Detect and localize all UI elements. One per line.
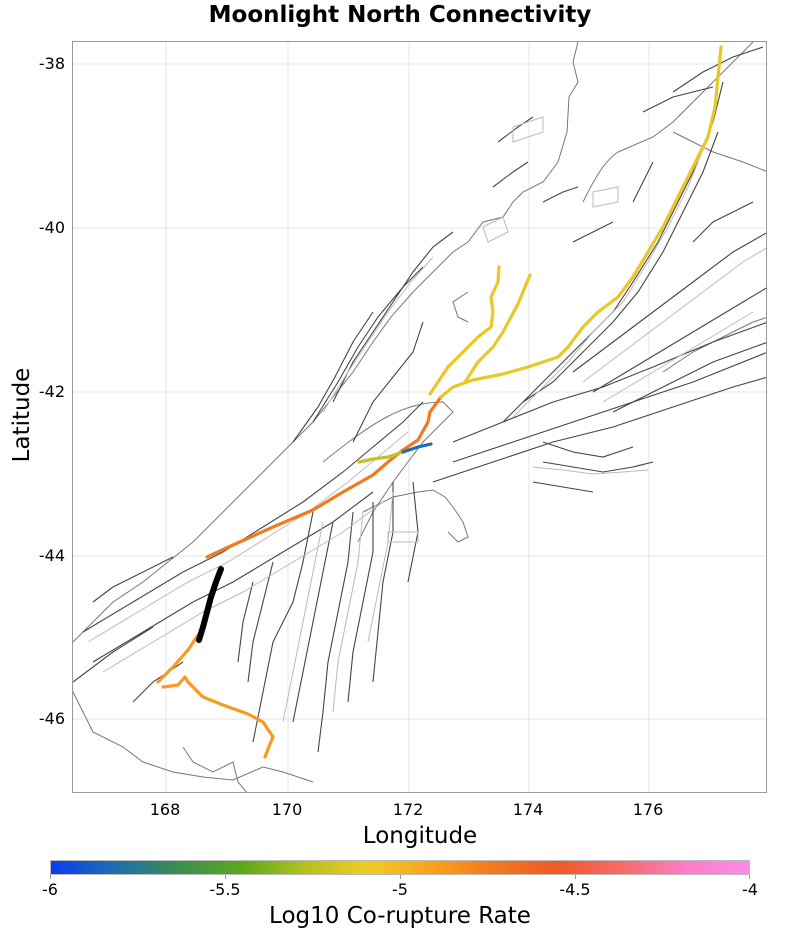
fault-map-svg (73, 42, 766, 792)
colorbar-tick-mark (575, 875, 576, 879)
y-tick: -40 (38, 218, 65, 237)
segment-hope-east (401, 442, 433, 454)
colorbar-tick-mark (749, 875, 750, 879)
colorbar-tick: -4 (742, 880, 758, 899)
colorbar-tick: -5 (392, 880, 408, 899)
fault-traces (73, 46, 766, 753)
segment-wairau-north (439, 45, 723, 399)
segment-alpine-south (156, 633, 200, 684)
y-tick: -42 (38, 382, 65, 401)
segment-te-anau-branch (161, 675, 275, 759)
chart-title: Moonlight North Connectivity (208, 2, 592, 28)
y-tick: -46 (38, 709, 65, 728)
co-rupture-segments (156, 45, 723, 759)
moonlight-north-fault (196, 566, 224, 643)
colorbar-label: Log10 Co-rupture Rate (269, 903, 531, 929)
segment-awatere (463, 273, 532, 384)
coastline (73, 42, 766, 792)
grid-lines (73, 42, 766, 792)
y-tick: -38 (38, 54, 65, 73)
colorbar-tick: -4.5 (559, 880, 591, 899)
colorbar-tick: -6 (42, 880, 58, 899)
segment-alpine-central (205, 395, 443, 559)
x-tick: 170 (271, 800, 303, 819)
colorbar-tick-mark (225, 875, 226, 879)
x-tick: 168 (149, 800, 181, 819)
x-tick: 172 (392, 800, 424, 819)
x-axis-label: Longitude (362, 823, 478, 849)
colorbar (50, 860, 750, 875)
segment-marlborough-west (428, 265, 501, 396)
y-axis-label: Latitude (9, 367, 35, 463)
colorbar-tick-mark (50, 875, 51, 879)
colorbar-tick: -5.5 (209, 880, 241, 899)
x-tick: 174 (512, 800, 544, 819)
colorbar-tick-mark (400, 875, 401, 879)
fault-surfaces (87, 116, 766, 723)
y-tick: -44 (38, 546, 65, 565)
map-plot-area (72, 41, 767, 793)
x-tick: 176 (632, 800, 664, 819)
segment-hope-west (357, 450, 405, 464)
